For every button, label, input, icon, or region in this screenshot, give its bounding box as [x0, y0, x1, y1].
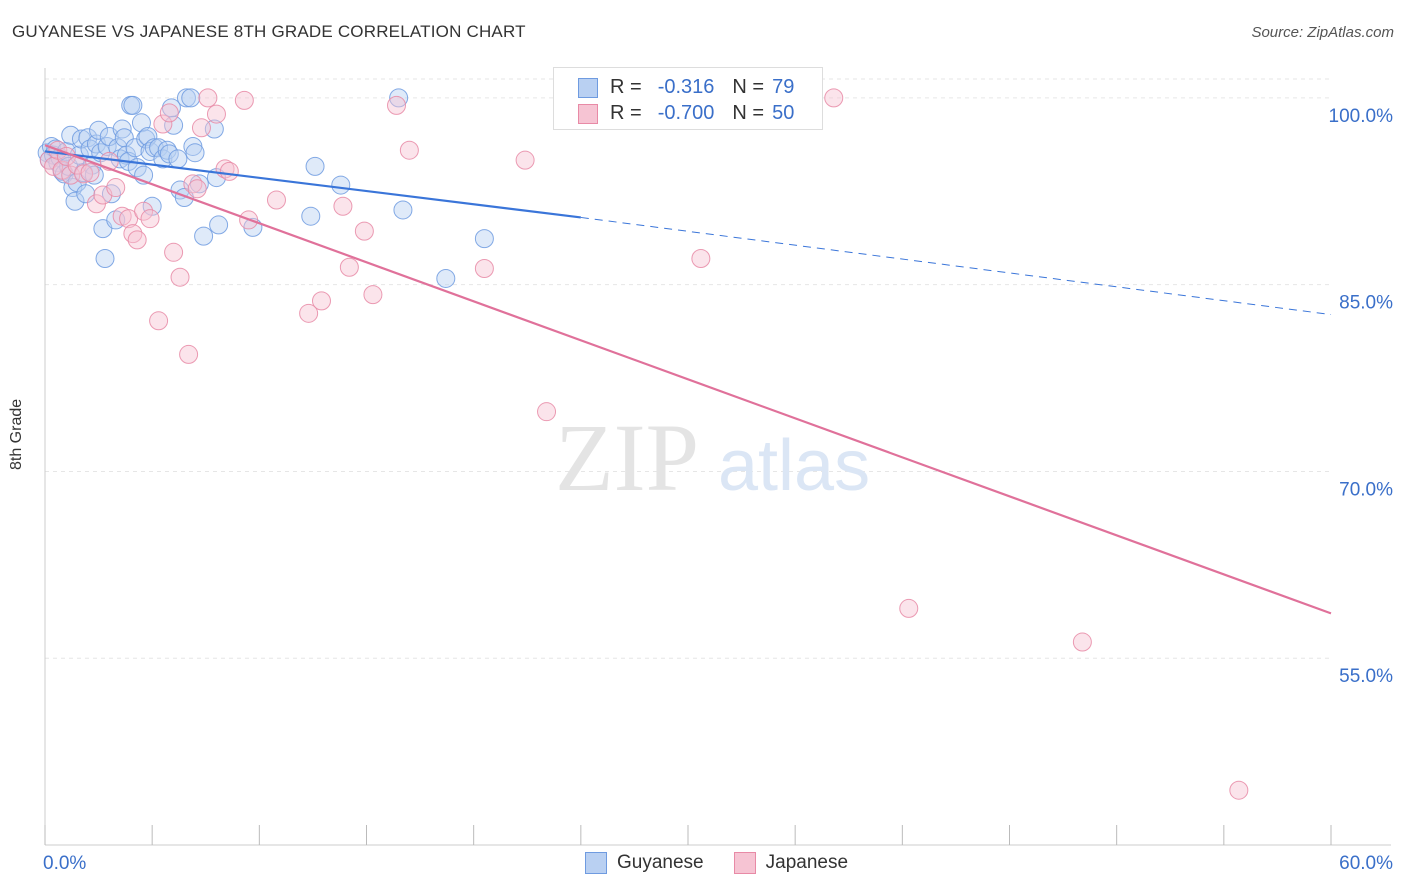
- data-point: [301, 206, 321, 226]
- data-point: [219, 161, 239, 181]
- data-point: [387, 95, 407, 115]
- data-point: [170, 267, 190, 287]
- data-point: [153, 149, 173, 169]
- data-point: [76, 184, 96, 204]
- legend-n-label: N =: [732, 102, 765, 124]
- data-point: [95, 249, 115, 269]
- bottom-legend-label-japanese: Japanese: [765, 852, 849, 873]
- data-point: [123, 95, 143, 115]
- data-point: [61, 125, 81, 145]
- data-point: [311, 291, 331, 311]
- chart-title: GUYANESE VS JAPANESE 8TH GRADE CORRELATI…: [12, 22, 526, 41]
- bottom-legend-swatch-japanese: [733, 852, 756, 874]
- data-point: [333, 196, 353, 216]
- data-point: [393, 200, 413, 220]
- data-point: [899, 598, 919, 618]
- legend-r-value: -0.700: [657, 102, 715, 124]
- data-point: [127, 230, 147, 250]
- trend-line-guyanese: [44, 150, 581, 219]
- y-tick-label: 100.0%: [1329, 106, 1394, 127]
- data-point: [74, 164, 94, 184]
- data-point: [474, 229, 494, 249]
- data-point: [134, 201, 154, 221]
- watermark-atlas: atlas: [718, 426, 870, 506]
- data-point: [176, 88, 196, 108]
- data-point: [179, 344, 199, 364]
- legend-r-value: -0.316: [657, 76, 715, 98]
- bottom-legend-label-guyanese: Guyanese: [617, 852, 704, 873]
- trend-lines: [44, 144, 1332, 615]
- data-point: [89, 120, 109, 140]
- data-point: [1072, 632, 1092, 652]
- data-point: [299, 303, 319, 323]
- legend-r-label: R =: [610, 76, 642, 98]
- data-point: [206, 104, 226, 124]
- data-point: [354, 221, 374, 241]
- bottom-legend-item-japanese[interactable]: Japanese: [733, 852, 849, 874]
- data-point: [474, 258, 494, 278]
- bottom-legend: Guyanese Japanese: [585, 852, 878, 874]
- source-label: Source: ZipAtlas.com: [1251, 24, 1394, 41]
- legend-swatch-guyanese: [578, 77, 598, 98]
- series-guyanese-points: [37, 88, 494, 288]
- data-point: [185, 143, 205, 163]
- data-point: [234, 90, 254, 110]
- watermark-zip: ZIP: [555, 404, 699, 511]
- legend-box: R = -0.316 N = 79 R = -0.700 N = 50: [553, 67, 823, 130]
- data-point: [65, 191, 85, 211]
- data-point: [153, 114, 173, 134]
- legend-row-japanese: R = -0.700 N = 50: [578, 102, 794, 125]
- series-japanese-points: [39, 88, 1249, 800]
- legend-swatch-japanese: [578, 103, 598, 124]
- y-tick-label: 85.0%: [1339, 293, 1393, 314]
- data-point: [339, 257, 359, 277]
- trend-line-guyanese-extension: [580, 216, 1332, 316]
- data-point: [389, 88, 409, 108]
- data-point: [181, 88, 201, 108]
- data-point: [106, 178, 126, 198]
- bottom-legend-item-guyanese[interactable]: Guyanese: [585, 852, 704, 874]
- data-point: [191, 118, 211, 138]
- y-tick-label: 70.0%: [1339, 479, 1393, 500]
- data-point: [187, 179, 207, 199]
- data-point: [119, 209, 139, 229]
- data-point: [209, 215, 229, 235]
- data-point: [80, 163, 100, 183]
- data-point: [189, 174, 209, 194]
- legend-row-guyanese: R = -0.316 N = 79: [578, 76, 794, 99]
- bottom-legend-swatch-guyanese: [585, 852, 607, 874]
- x-tick-label: 60.0%: [1339, 853, 1393, 874]
- watermark: ZIP atlas: [555, 404, 870, 511]
- legend-n-value: 79: [772, 76, 795, 98]
- tick-labels: 55.0% 70.0% 85.0% 100.0% 0.0% 60.0%: [43, 106, 1393, 874]
- data-point: [159, 103, 179, 123]
- data-point: [266, 190, 286, 210]
- data-point: [363, 285, 383, 305]
- data-point: [194, 226, 214, 246]
- data-point: [331, 175, 351, 195]
- data-point: [149, 311, 169, 331]
- axes: [44, 68, 1391, 846]
- data-point: [399, 140, 419, 160]
- grid-lines: [45, 78, 1331, 659]
- data-point: [305, 156, 325, 176]
- data-point: [168, 149, 188, 169]
- data-point: [1229, 780, 1249, 800]
- data-point: [436, 268, 456, 288]
- legend-n-value: 50: [772, 102, 795, 124]
- x-tick-label: 0.0%: [43, 853, 86, 874]
- data-point: [691, 249, 711, 269]
- data-point: [824, 88, 844, 108]
- data-point: [164, 242, 184, 262]
- data-point: [537, 402, 557, 422]
- y-tick-label: 55.0%: [1339, 666, 1393, 687]
- data-point: [164, 115, 184, 135]
- legend-r-label: R =: [610, 102, 642, 124]
- data-point: [198, 88, 218, 108]
- data-point: [140, 209, 160, 229]
- data-point: [515, 150, 535, 170]
- trend-line-japanese: [44, 144, 1332, 615]
- legend-n-label: N =: [732, 76, 765, 98]
